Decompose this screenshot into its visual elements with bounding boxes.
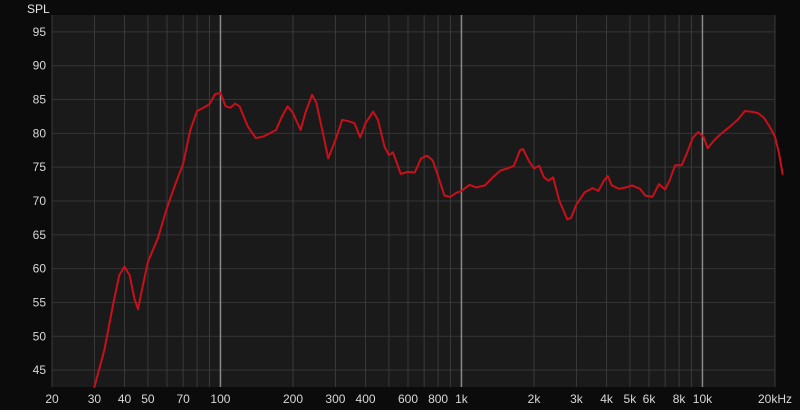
y-tick-label: 45 <box>33 363 47 377</box>
x-tick-label: 800 <box>428 392 448 406</box>
x-tick-label: 3k <box>570 392 584 406</box>
x-tick-labels: 20 30 40 50 70 100 200 300 400 600 800 1k 2k 3k 4k 5k 6k… <box>45 392 792 406</box>
x-tick-label: 20kHz <box>758 392 792 406</box>
y-tick-label: 95 <box>33 25 47 39</box>
x-tick-label: 50 <box>141 392 155 406</box>
x-tick-label: 5k <box>624 392 638 406</box>
x-tick-label: 400 <box>356 392 376 406</box>
x-tick-label: 300 <box>325 392 345 406</box>
x-tick-label: 40 <box>118 392 132 406</box>
y-tick-label: 80 <box>33 126 47 140</box>
y-tick-label: 90 <box>33 59 47 73</box>
x-tick-label: 6k <box>643 392 657 406</box>
y-tick-label: 50 <box>33 329 47 343</box>
y-axis-label: SPL <box>27 2 50 16</box>
grid <box>51 15 776 387</box>
y-tick-label: 75 <box>33 160 47 174</box>
spl-series-line <box>93 91 784 388</box>
x-tick-label: 30 <box>88 392 102 406</box>
x-tick-label: 200 <box>283 392 303 406</box>
x-tick-label: 8k <box>673 392 687 406</box>
y-tick-label: 65 <box>33 228 47 242</box>
x-tick-label: 600 <box>398 392 418 406</box>
y-tick-label: 85 <box>33 93 47 107</box>
x-tick-label: 70 <box>176 392 190 406</box>
y-tick-label: 70 <box>33 194 47 208</box>
x-tick-label: 20 <box>45 392 59 406</box>
y-tick-label: 60 <box>33 262 47 276</box>
x-tick-label: 1k <box>455 392 469 406</box>
y-tick-labels: 45 50 55 60 65 70 75 80 85 90 95 <box>33 25 47 377</box>
x-tick-label: 4k <box>600 392 614 406</box>
y-tick-label: 55 <box>33 295 47 309</box>
x-tick-label: 2k <box>528 392 542 406</box>
x-tick-label: 100 <box>210 392 230 406</box>
x-tick-label: 10k <box>693 392 713 406</box>
